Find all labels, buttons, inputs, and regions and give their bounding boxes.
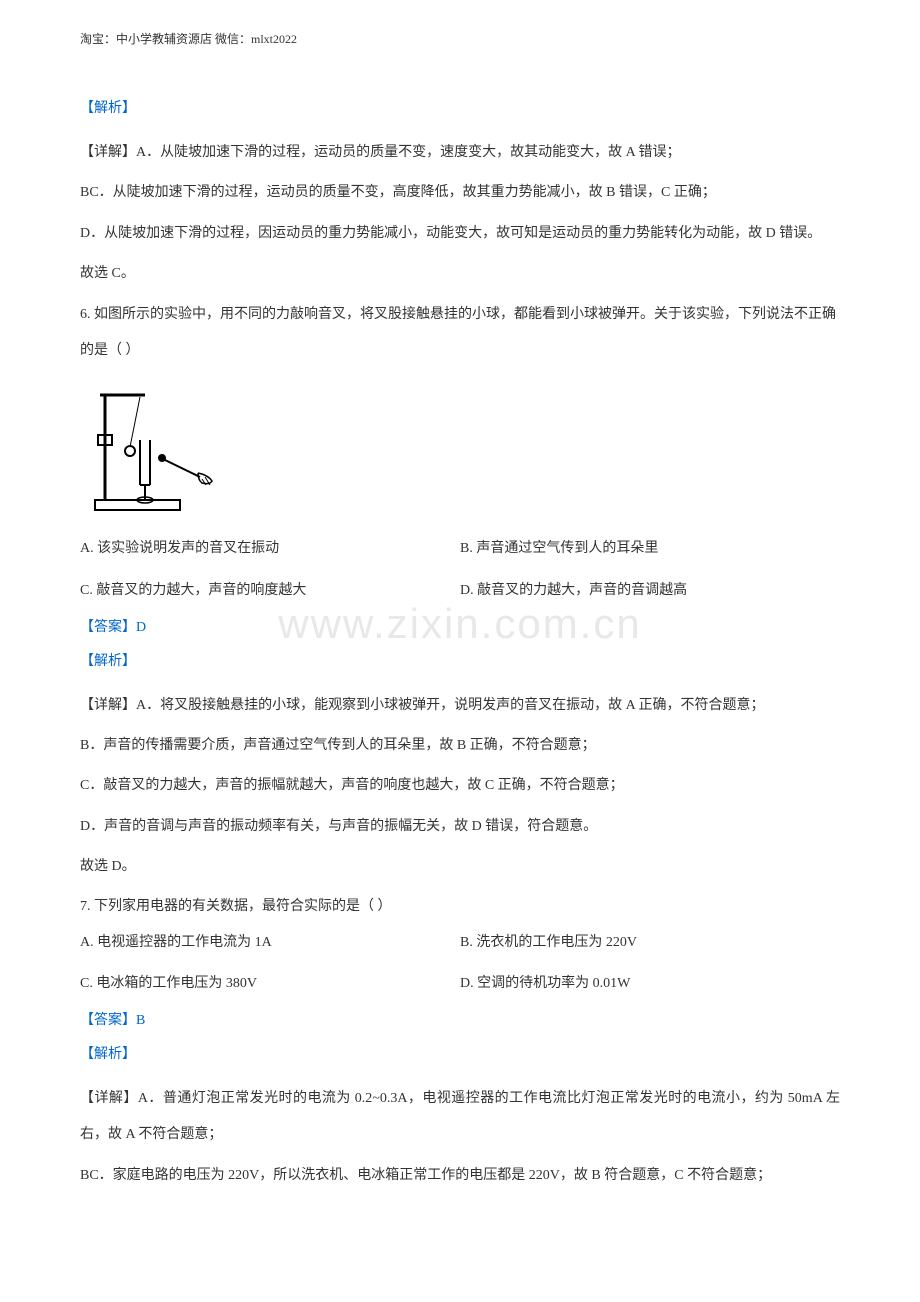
q6-answer: 【答案】D: [80, 616, 840, 636]
q7-analysis-a: 【详解】A．普通灯泡正常发光时的电流为 0.2~0.3A，电视遥控器的工作电流比…: [80, 1081, 840, 1154]
q7-option-b: B. 洗衣机的工作电压为 220V: [460, 926, 840, 960]
q7-option-d: D. 空调的待机功率为 0.01W: [460, 967, 840, 1001]
q6-figure: [80, 385, 840, 520]
tuning-fork-icon: [80, 385, 225, 515]
q6-option-a: A. 该实验说明发声的音叉在振动: [80, 532, 460, 566]
q6-analysis-a: 【详解】A．将叉股接触悬挂的小球，能观察到小球被弹开，说明发声的音叉在振动，故 …: [80, 688, 840, 724]
q6-options-row2: C. 敲音叉的力越大，声音的响度越大 D. 敲音叉的力越大，声音的音调越高: [80, 574, 840, 608]
q6-conclusion: 故选 D。: [80, 849, 840, 885]
q6-options-row1: A. 该实验说明发声的音叉在振动 B. 声音通过空气传到人的耳朵里: [80, 532, 840, 566]
q6-analysis-b: B．声音的传播需要介质，声音通过空气传到人的耳朵里，故 B 正确，不符合题意；: [80, 728, 840, 764]
q7-analysis-bc: BC．家庭电路的电压为 220V，所以洗衣机、电冰箱正常工作的电压都是 220V…: [80, 1158, 840, 1194]
q5-conclusion: 故选 C。: [80, 256, 840, 292]
q7-options-row1: A. 电视遥控器的工作电流为 1A B. 洗衣机的工作电压为 220V: [80, 926, 840, 960]
page-header: 淘宝：中小学教辅资源店 微信：mlxt2022: [80, 30, 840, 47]
q5-line-bc: BC．从陡坡加速下滑的过程，运动员的质量不变，高度降低，故其重力势能减小，故 B…: [80, 175, 840, 211]
q6-answer-value: D: [136, 620, 146, 635]
q6-analysis-label: 【解析】: [80, 650, 840, 670]
q6-question: 6. 如图所示的实验中，用不同的力敲响音叉，将叉股接触悬挂的小球，都能看到小球被…: [80, 297, 840, 370]
q6-answer-label-text: 【答案】: [80, 620, 136, 635]
q6-option-d: D. 敲音叉的力越大，声音的音调越高: [460, 574, 840, 608]
q7-question: 7. 下列家用电器的有关数据，最符合实际的是（ ）: [80, 889, 840, 925]
q7-answer-label-text: 【答案】: [80, 1013, 136, 1028]
q7-options-row2: C. 电冰箱的工作电压为 380V D. 空调的待机功率为 0.01W: [80, 967, 840, 1001]
q6-option-b: B. 声音通过空气传到人的耳朵里: [460, 532, 840, 566]
q7-option-c: C. 电冰箱的工作电压为 380V: [80, 967, 460, 1001]
q7-answer: 【答案】B: [80, 1009, 840, 1029]
q5-line-d: D．从陡坡加速下滑的过程，因运动员的重力势能减小，动能变大，故可知是运动员的重力…: [80, 216, 840, 252]
q6-analysis-d: D．声音的音调与声音的振动频率有关，与声音的振幅无关，故 D 错误，符合题意。: [80, 809, 840, 845]
q7-option-a: A. 电视遥控器的工作电流为 1A: [80, 926, 460, 960]
q5-analysis-label: 【解析】: [80, 97, 840, 117]
q6-analysis-c: C．敲音叉的力越大，声音的振幅就越大，声音的响度也越大，故 C 正确，不符合题意…: [80, 768, 840, 804]
q7-answer-value: B: [136, 1013, 145, 1028]
q5-line-a: 【详解】A．从陡坡加速下滑的过程，运动员的质量不变，速度变大，故其动能变大，故 …: [80, 135, 840, 171]
q7-analysis-label: 【解析】: [80, 1043, 840, 1063]
q6-option-c: C. 敲音叉的力越大，声音的响度越大: [80, 574, 460, 608]
